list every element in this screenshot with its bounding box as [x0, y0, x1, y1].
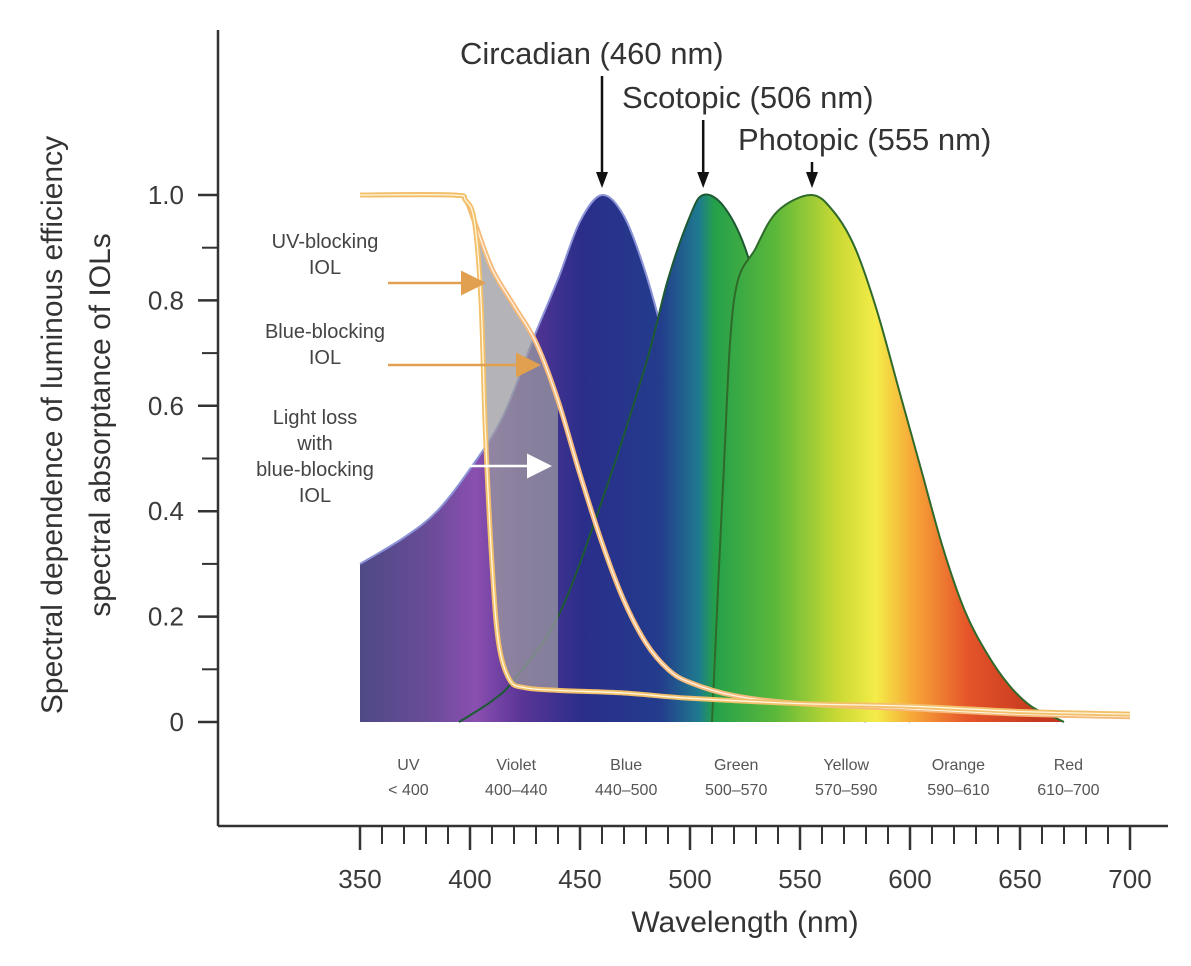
- band-range: 610–700: [1037, 782, 1099, 799]
- x-tick-label: 400: [448, 864, 491, 894]
- band-name: UV: [397, 757, 420, 774]
- y-axis-title-line1: Spectral dependence of luminous efficien…: [36, 136, 69, 714]
- peak-arrow-head: [697, 172, 710, 188]
- photopic-area: [712, 195, 1064, 722]
- y-tick-label: 0.8: [148, 285, 184, 315]
- band-name: Red: [1054, 757, 1083, 774]
- x-tick-label: 700: [1108, 864, 1151, 894]
- peak-labels: Circadian (460 nm) Scotopic (506 nm) Photo…: [460, 36, 991, 188]
- spectral-areas: [359, 193, 1065, 723]
- y-tick-label: 1.0: [148, 180, 184, 210]
- y-axis-title-line2: spectral absorptance of IOLs: [84, 233, 117, 617]
- y-tick-label: 0.4: [148, 496, 184, 526]
- peak-arrow-head: [596, 172, 608, 188]
- band-range: 440–500: [595, 782, 657, 799]
- photopic-curve: [711, 193, 1065, 723]
- band-range: 590–610: [927, 782, 989, 799]
- x-tick-label: 350: [338, 864, 381, 894]
- peak-label: Circadian (460 nm): [460, 36, 724, 71]
- band-name: Blue: [610, 757, 642, 774]
- band-range: < 400: [388, 782, 429, 799]
- x-tick-label: 500: [668, 864, 711, 894]
- x-tick-label: 450: [558, 864, 601, 894]
- peak-label: Scotopic (506 nm): [622, 80, 874, 115]
- band-name: Green: [714, 757, 758, 774]
- annotation-text: Blue-blocking: [265, 321, 385, 343]
- iol-annotations: UV-blocking IOL Blue-blocking IOL Light loss…: [256, 231, 552, 507]
- y-tick-label: 0.6: [148, 391, 184, 421]
- y-tick-label: 0.2: [148, 602, 184, 632]
- annotation-text: IOL: [309, 347, 341, 369]
- annotation-text: with: [296, 433, 333, 455]
- peak-arrow-head: [806, 172, 818, 188]
- band-name: Yellow: [823, 757, 869, 774]
- annotation-text: IOL: [309, 257, 341, 279]
- x-tick-label: 550: [778, 864, 821, 894]
- color-bands: UV < 400 Violet 400–440 Blue 440–500 Green 500–…: [388, 757, 1099, 799]
- band-range: 570–590: [815, 782, 877, 799]
- x-ticks: 350 400 450 500 550 600 650 700: [338, 826, 1152, 894]
- iol-curves: [359, 192, 1131, 720]
- band-name: Orange: [932, 757, 985, 774]
- x-axis-title: Wavelength (nm): [631, 906, 858, 939]
- x-tick-label: 600: [888, 864, 931, 894]
- uv-blocking-iol-highlight: [359, 193, 1131, 715]
- light-loss-area: [465, 200, 558, 691]
- y-tick-label: 0: [170, 707, 184, 737]
- band-name: Violet: [496, 757, 536, 774]
- band-range: 500–570: [705, 782, 767, 799]
- peak-label: Photopic (555 nm): [738, 122, 991, 157]
- annotation-text: blue-blocking: [256, 459, 374, 481]
- band-range: 400–440: [485, 782, 547, 799]
- annotation-text: UV-blocking: [272, 231, 379, 253]
- x-tick-label: 650: [998, 864, 1041, 894]
- y-ticks: 0 0.2 0.4 0.6 0.8 1.0: [148, 180, 218, 737]
- annotation-text: Light loss: [273, 407, 358, 429]
- annotation-text: IOL: [299, 485, 331, 507]
